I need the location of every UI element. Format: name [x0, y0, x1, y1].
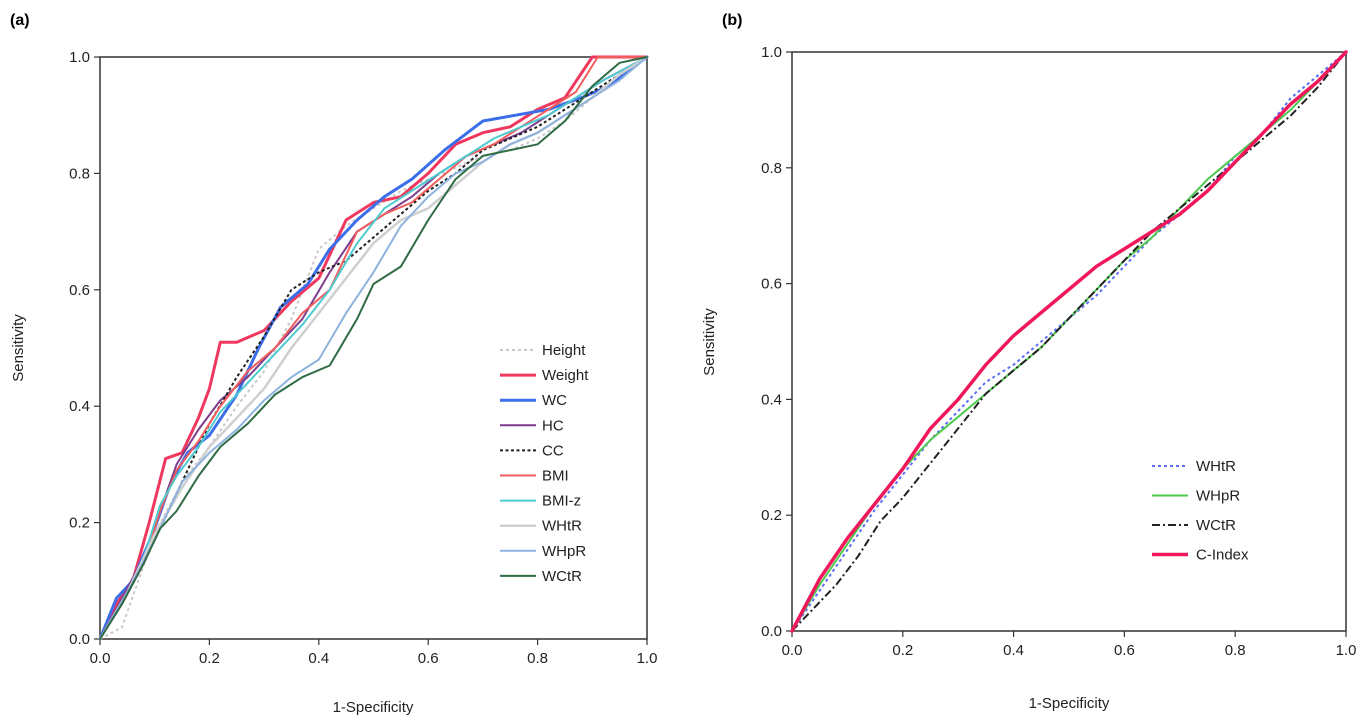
panel-a-x-tick-label: 0.4	[308, 650, 329, 667]
panel-b-plot-frame	[791, 51, 1347, 632]
panel-b-y-tick-label: 0.2	[761, 507, 782, 524]
panel-a-y-tick-label: 0.0	[69, 631, 90, 648]
panel-b-series-line-wctr	[791, 51, 1347, 632]
panel-a-plot-frame	[99, 56, 648, 640]
panel-a-legend-label-wctr: WCtR	[542, 568, 582, 585]
panel-b-x-tick-label: 0.4	[1003, 642, 1024, 659]
panel-a-series-line-cc	[99, 56, 648, 640]
panel-b-legend-label-whpr: WHpR	[1196, 488, 1240, 505]
panel-a-legend-label-bmi-z: BMI-z	[542, 493, 581, 510]
panel-a-series-line-weight	[98, 55, 649, 641]
panel-a-x-tick-label: 0.8	[527, 650, 548, 667]
panel-a-y-tick-label: 0.8	[69, 165, 90, 182]
panel-b-x-tick-label: 0.8	[1225, 642, 1246, 659]
panel-a-y-tick-label: 0.6	[69, 282, 90, 299]
panel-b-x-tick-label: 0.2	[892, 642, 913, 659]
panel-b-roc-chart: (b) 0.0 0.2 0.4 0.6 0.8 1.0 0.0 0.2 0.4 0.6 0.8 1.0 1…	[701, 12, 1356, 712]
panel-b-label: (b)	[722, 12, 742, 29]
panel-a-series-line-whpr	[99, 56, 648, 640]
panel-a-label: (a)	[10, 12, 30, 29]
panel-b-series-line-c-index	[790, 50, 1348, 633]
panel-a-series-line-bmi-z	[99, 56, 648, 640]
panel-a-roc-chart: (a) 0.0 0.2 0.4 0.6 0.8 1.0 0.0 0.2 0.4 0.6 0.8 1.0 1…	[10, 12, 657, 716]
panel-b-y-tick-label: 0.6	[761, 276, 782, 293]
panel-b-x-tick-label: 0.0	[782, 642, 803, 659]
panel-a-legend-label-bmi: BMI	[542, 468, 569, 485]
panel-b-y-tick-label: 0.8	[761, 160, 782, 177]
panel-a-y-tick-label: 1.0	[69, 49, 90, 66]
panel-a-x-tick-label: 1.0	[637, 650, 658, 667]
panel-a-x-tick-label: 0.6	[418, 650, 439, 667]
panel-a-legend-label-cc: CC	[542, 442, 564, 459]
panel-b-y-tick-label: 0.0	[761, 623, 782, 640]
panel-b-legend-label-wctr: WCtR	[1196, 517, 1236, 534]
panel-b-x-tick-label: 0.6	[1114, 642, 1135, 659]
panel-a-y-tick-label: 0.2	[69, 515, 90, 532]
panel-b-y-tick-label: 1.0	[761, 44, 782, 61]
panel-a-legend-label-wc: WC	[542, 392, 567, 409]
panel-b-legend-label-c-index: C-Index	[1196, 547, 1249, 564]
panel-b-x-tick-label: 1.0	[1336, 642, 1357, 659]
panel-b-x-axis-label: 1-Specificity	[1029, 695, 1110, 712]
panel-a-legend-label-height: Height	[542, 342, 586, 359]
panel-b-y-axis-label: Sensitivity	[701, 308, 718, 376]
panel-a-y-axis-label: Sensitivity	[10, 314, 27, 382]
panel-a-y-tick-label: 0.4	[69, 398, 90, 415]
panel-a-legend-label-weight: Weight	[542, 367, 589, 384]
panel-b-legend: WHtR WHpR WCtR C-Index	[1152, 458, 1249, 564]
panel-a-x-tick-label: 0.2	[199, 650, 220, 667]
panel-a-series-line-wctr	[99, 56, 648, 640]
panel-a-legend-label-hc: HC	[542, 417, 564, 434]
panel-a-legend-label-whtr: WHtR	[542, 518, 582, 535]
panel-a-x-tick-label: 0.0	[90, 650, 111, 667]
panel-b-legend-label-whtr: WHtR	[1196, 458, 1236, 475]
panel-a-legend-label-whpr: WHpR	[542, 543, 586, 560]
panel-a-legend: Height Weight WC HC CC BMI BMI-z WHtR WHpR WCtR	[500, 342, 589, 585]
panel-a-x-axis-label: 1-Specificity	[333, 699, 414, 716]
panel-b-y-tick-label: 0.4	[761, 391, 782, 408]
